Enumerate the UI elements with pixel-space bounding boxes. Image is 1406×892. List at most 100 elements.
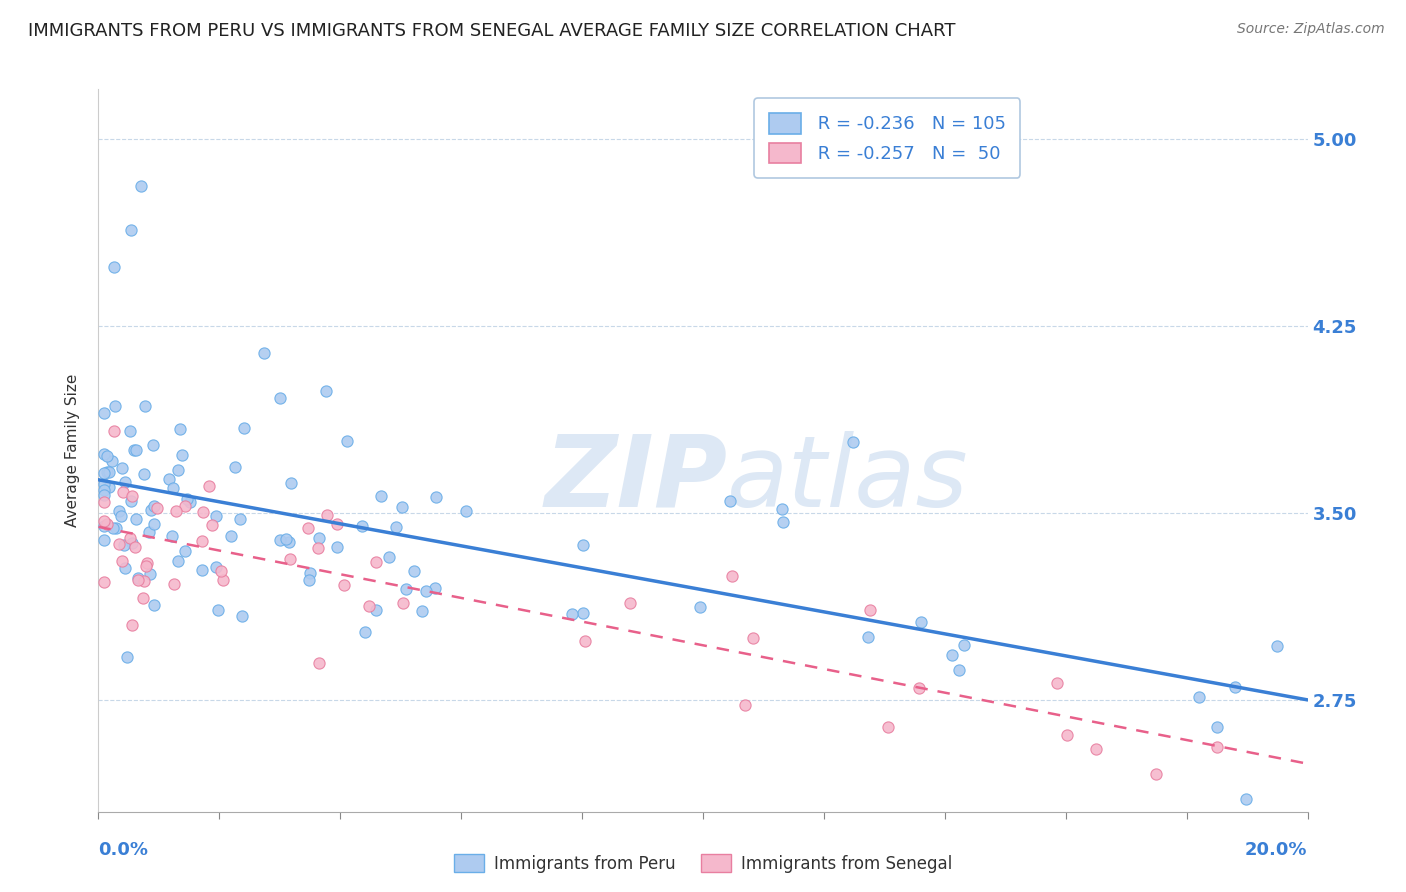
Point — [842, 435, 865, 450]
Point — [93, 466, 115, 480]
Point — [111, 484, 134, 499]
Legend: Immigrants from Peru, Immigrants from Senegal: Immigrants from Peru, Immigrants from Se… — [447, 847, 959, 880]
Text: ZIP: ZIP — [544, 431, 727, 528]
Point — [103, 424, 125, 438]
Point — [1085, 742, 1108, 756]
Point — [162, 528, 184, 542]
Point — [93, 477, 115, 491]
Point — [143, 500, 166, 514]
Legend:  R = -0.236   N = 105,  R = -0.257   N =  50: R = -0.236 N = 105, R = -0.257 N = 50 — [754, 98, 1021, 178]
Point — [277, 535, 299, 549]
Point — [359, 599, 381, 614]
Point — [395, 582, 418, 596]
Point — [1188, 690, 1211, 704]
Point — [325, 541, 347, 555]
Point — [117, 649, 139, 664]
Point — [280, 476, 302, 491]
Point — [112, 539, 135, 553]
Point — [333, 578, 356, 592]
Point — [111, 554, 134, 568]
Point — [121, 535, 143, 549]
Point — [93, 446, 115, 460]
Point — [96, 465, 118, 479]
Point — [121, 489, 143, 503]
Point — [129, 179, 152, 194]
Point — [100, 454, 122, 468]
Point — [1234, 792, 1257, 806]
Text: 20.0%: 20.0% — [1246, 840, 1308, 859]
Point — [96, 449, 118, 463]
Point — [571, 538, 593, 552]
Point — [163, 577, 186, 591]
Point — [127, 573, 149, 587]
Point — [139, 566, 162, 581]
Point — [941, 648, 963, 662]
Point — [308, 532, 330, 546]
Point — [207, 603, 229, 617]
Point — [125, 442, 148, 457]
Point — [191, 563, 214, 577]
Point — [350, 518, 373, 533]
Point — [411, 604, 433, 618]
Point — [212, 573, 235, 587]
Point — [93, 519, 115, 533]
Point — [326, 516, 349, 531]
Point — [1056, 728, 1078, 742]
Point — [110, 508, 132, 523]
Point — [93, 488, 115, 502]
Point — [173, 544, 195, 558]
Point — [138, 524, 160, 539]
Point — [165, 504, 187, 518]
Point — [876, 720, 898, 734]
Point — [221, 529, 243, 543]
Point — [143, 598, 166, 612]
Point — [118, 531, 141, 545]
Point — [93, 514, 115, 528]
Point — [718, 493, 741, 508]
Point — [134, 574, 156, 588]
Point — [190, 534, 212, 549]
Point — [142, 438, 165, 452]
Point — [209, 564, 232, 578]
Point — [134, 399, 156, 413]
Point — [391, 500, 413, 515]
Point — [276, 532, 298, 546]
Point — [307, 541, 329, 556]
Point — [415, 583, 437, 598]
Point — [574, 633, 596, 648]
Point — [308, 656, 330, 670]
Point — [1144, 767, 1167, 781]
Point — [174, 499, 197, 513]
Point — [93, 533, 115, 547]
Point — [166, 554, 188, 568]
Point — [93, 574, 115, 589]
Point — [908, 681, 931, 695]
Point — [205, 559, 228, 574]
Point — [111, 461, 134, 475]
Point — [948, 663, 970, 677]
Point — [169, 422, 191, 436]
Point — [1046, 676, 1069, 690]
Point — [858, 630, 880, 644]
Point — [97, 465, 120, 479]
Point — [1267, 640, 1289, 654]
Point — [425, 582, 447, 596]
Point — [280, 551, 302, 566]
Point — [135, 558, 157, 573]
Point — [120, 223, 142, 237]
Point — [619, 596, 641, 610]
Point — [336, 434, 359, 448]
Point — [953, 638, 976, 652]
Point — [378, 550, 401, 565]
Point — [93, 483, 115, 497]
Point — [734, 698, 756, 712]
Point — [125, 512, 148, 526]
Point — [170, 448, 193, 462]
Point — [772, 515, 794, 529]
Point — [572, 606, 595, 620]
Point — [176, 491, 198, 506]
Point — [143, 516, 166, 531]
Point — [228, 511, 250, 525]
Y-axis label: Average Family Size: Average Family Size — [65, 374, 80, 527]
Point — [1205, 720, 1227, 734]
